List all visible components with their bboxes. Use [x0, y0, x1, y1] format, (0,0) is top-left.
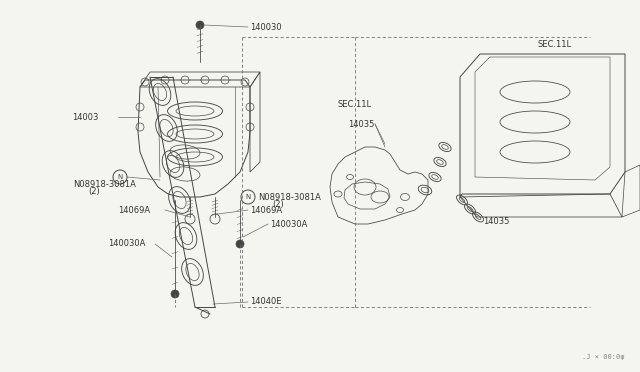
Text: N08918-3081A: N08918-3081A: [73, 180, 136, 189]
Text: N: N: [117, 174, 123, 180]
Text: 14035: 14035: [483, 217, 509, 225]
Text: N: N: [245, 194, 251, 200]
Text: 14069A: 14069A: [118, 205, 150, 215]
Circle shape: [236, 240, 244, 248]
Text: 140030A: 140030A: [108, 240, 145, 248]
Circle shape: [171, 290, 179, 298]
Text: 14003: 14003: [72, 112, 99, 122]
Text: 140030A: 140030A: [270, 219, 307, 228]
Text: (2): (2): [88, 186, 100, 196]
Text: 14040E: 14040E: [250, 298, 282, 307]
Text: (2): (2): [272, 199, 284, 208]
Text: .J × 00:0ψ: .J × 00:0ψ: [582, 354, 625, 360]
Text: 14035: 14035: [348, 119, 374, 128]
Text: SEC.11L: SEC.11L: [538, 39, 572, 48]
Text: N08918-3081A: N08918-3081A: [258, 192, 321, 202]
Text: 14069A: 14069A: [250, 205, 282, 215]
Text: SEC.11L: SEC.11L: [338, 99, 372, 109]
Text: 140030: 140030: [250, 22, 282, 32]
Circle shape: [196, 21, 204, 29]
